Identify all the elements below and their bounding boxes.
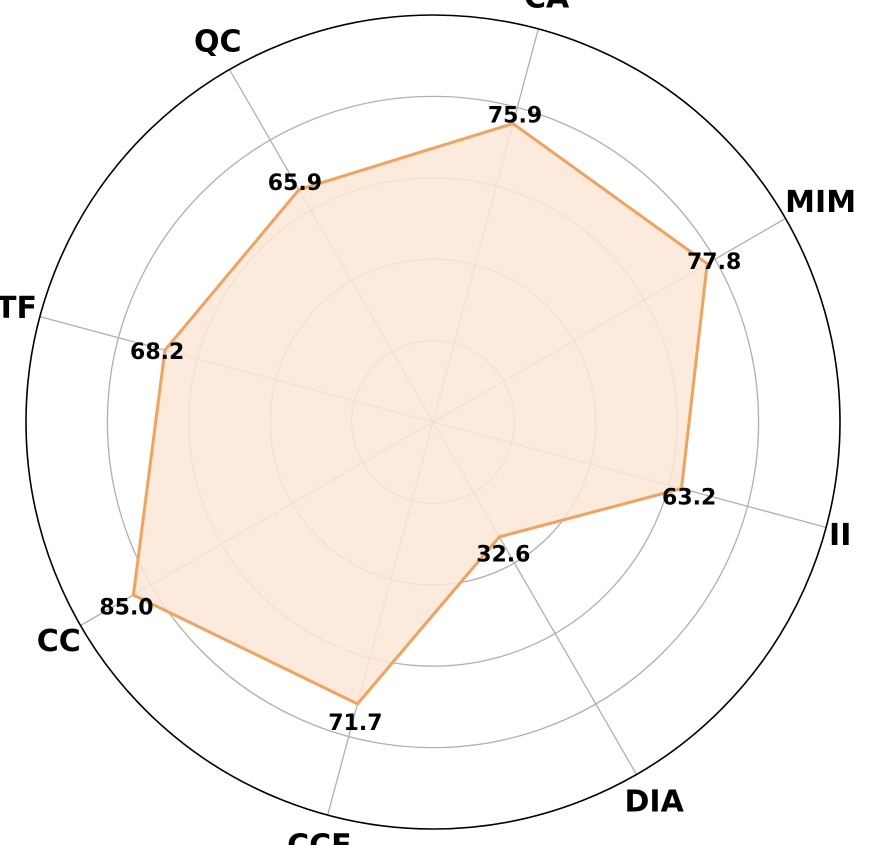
axis-label-dia: DIA	[625, 785, 685, 820]
axis-label-qc: QC	[194, 24, 242, 59]
data-point-mim	[705, 262, 709, 266]
data-point-ccf	[355, 702, 359, 706]
value-label-ca: 75.9	[488, 104, 542, 129]
polar-frame-circle	[25, 14, 841, 830]
data-point-itf	[163, 348, 167, 352]
outer-frame	[25, 14, 841, 830]
data-point-qc	[297, 188, 301, 192]
value-label-dia: 32.6	[476, 543, 530, 568]
data-points	[131, 122, 709, 706]
value-label-ccf: 71.7	[328, 711, 382, 736]
data-polygon	[131, 122, 709, 706]
axis-label-ii: II	[829, 518, 851, 553]
axis-label-itf: ITF	[0, 291, 37, 326]
value-label-cc: 85.0	[99, 595, 153, 620]
value-labels: 75.9 77.8 63.2 32.6 71.7 85.0 68.2 65.9	[99, 104, 741, 736]
data-point-ii	[679, 487, 683, 491]
value-label-mim: 77.8	[687, 250, 741, 275]
axis-label-mim: MIM	[785, 185, 856, 220]
value-label-qc: 65.9	[268, 171, 322, 196]
data-point-ca	[511, 122, 515, 126]
value-label-itf: 68.2	[130, 340, 184, 365]
data-point-dia	[497, 535, 501, 539]
axis-label-ca: CA	[524, 0, 570, 15]
grid-ring-4	[106, 95, 760, 749]
data-point-cc	[131, 593, 135, 597]
axis-label-cc: CC	[37, 624, 81, 659]
axis-label-ccf: CCF	[287, 829, 352, 845]
axis-labels: CA MIM II DIA CCF CC ITF QC	[0, 0, 856, 845]
value-label-ii: 63.2	[662, 486, 716, 511]
